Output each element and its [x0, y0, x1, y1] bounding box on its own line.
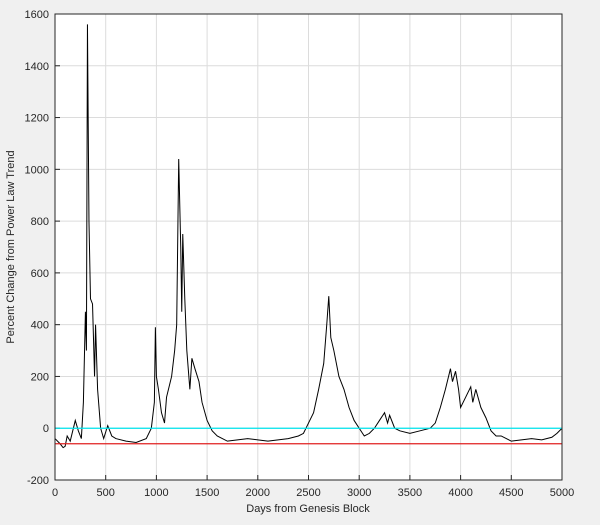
y-tick-label: 1600 [25, 9, 49, 21]
x-tick-label: 1000 [144, 487, 168, 499]
x-tick-label: 0 [52, 487, 58, 499]
x-tick-label: 3500 [398, 487, 422, 499]
x-tick-label: 4000 [448, 487, 472, 499]
y-tick-label: 200 [31, 371, 49, 383]
y-tick-label: 1200 [25, 113, 49, 125]
y-tick-label: 400 [31, 320, 49, 332]
data-line [54, 24, 563, 449]
x-tick-label: 4500 [499, 487, 523, 499]
y-tick-label: -200 [27, 475, 49, 487]
plot-border [54, 13, 563, 481]
x-tick-label: 5000 [550, 487, 574, 499]
y-tick-label: 600 [31, 268, 49, 280]
x-tick-label: 2000 [246, 487, 270, 499]
y-tick-label: 800 [31, 216, 49, 228]
x-axis-label: Days from Genesis Block [246, 503, 370, 515]
x-tick-label: 1500 [195, 487, 219, 499]
x-tick-label: 3000 [347, 487, 371, 499]
x-tick-label: 2500 [296, 487, 320, 499]
y-tick-label: 1400 [25, 61, 49, 73]
y-tick-label: 1000 [25, 164, 49, 176]
y-axis-label: Percent Change from Power Law Trend [5, 150, 17, 343]
y-tick-label: 0 [43, 423, 49, 435]
x-tick-label: 500 [97, 487, 115, 499]
